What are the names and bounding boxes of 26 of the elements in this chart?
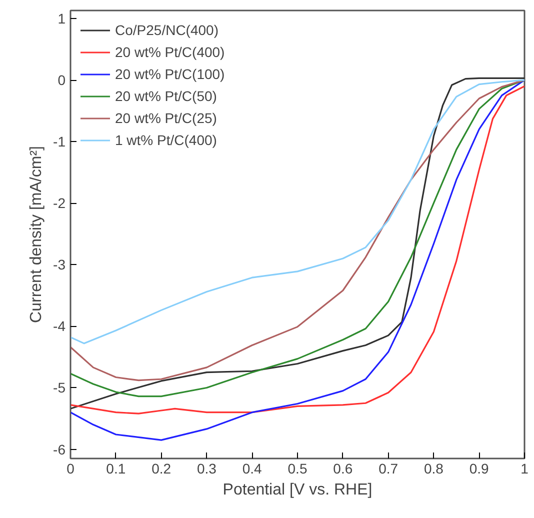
legend-label: 20 wt% Pt/C(400) <box>115 44 225 60</box>
x-tick-label: 0.3 <box>196 460 217 476</box>
y-tick-label: -2 <box>53 195 66 212</box>
x-tick-label: 0.9 <box>469 460 490 476</box>
x-tick-label: 0.2 <box>152 460 172 476</box>
legend-label: 1 wt% Pt/C(400) <box>115 132 217 148</box>
y-tick-label: 0 <box>58 72 66 88</box>
x-tick-label: 1 <box>520 460 529 476</box>
y-axis-title: Current density [mA/cm²] <box>28 146 46 323</box>
y-tick-label: -6 <box>53 441 66 458</box>
legend-label: Co/P25/NC(400) <box>115 22 218 38</box>
x-tick-label: 0.7 <box>378 460 398 476</box>
y-tick-label: 1 <box>58 10 66 26</box>
y-tick-label: -1 <box>53 134 66 150</box>
x-tick-label: 0.8 <box>424 460 444 476</box>
y-tick-label: -3 <box>53 256 66 273</box>
x-tick-label: 0.6 <box>333 460 353 476</box>
x-tick-label: 0.4 <box>242 460 262 476</box>
y-tick-label: -5 <box>53 380 66 396</box>
legend-label: 20 wt% Pt/C(50) <box>115 88 217 104</box>
x-tick-label: 0.1 <box>106 460 126 476</box>
x-axis-title: Potential [V vs. RHE] <box>222 482 372 498</box>
legend-label: 20 wt% Pt/C(100) <box>115 66 225 82</box>
legend-label: 20 wt% Pt/C(25) <box>115 110 217 126</box>
y-tick-label: -4 <box>53 318 66 334</box>
x-tick-label: 0.5 <box>288 460 308 476</box>
